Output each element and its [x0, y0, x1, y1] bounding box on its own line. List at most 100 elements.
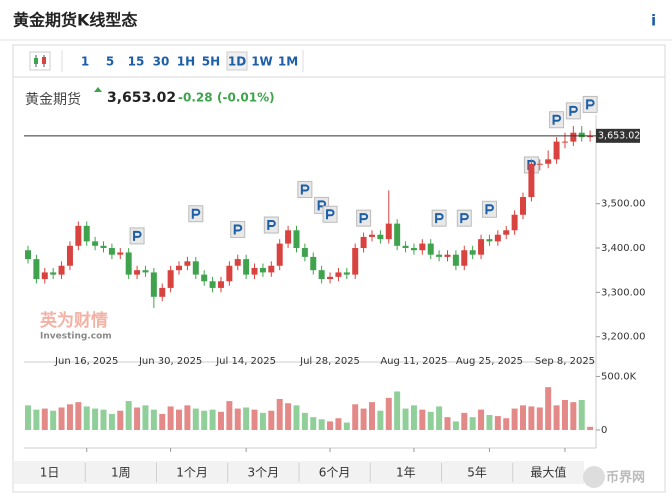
- volume-bar: [461, 412, 468, 430]
- candle-body: [234, 259, 241, 266]
- range-button[interactable]: 1个月: [176, 466, 208, 480]
- candle-body: [561, 141, 568, 143]
- candle-body: [259, 267, 266, 273]
- candle-body: [494, 234, 501, 242]
- volume-bar: [209, 409, 216, 430]
- candle-body: [251, 267, 258, 275]
- pattern-marker-glyph: [569, 105, 578, 116]
- volume-bar: [251, 409, 258, 430]
- interval-button[interactable]: 15: [128, 55, 145, 69]
- volume-bar: [561, 400, 568, 430]
- volume-bar: [402, 408, 409, 430]
- range-button[interactable]: 5年: [467, 466, 487, 480]
- candle-body: [192, 261, 199, 275]
- range-button[interactable]: 6个月: [319, 466, 351, 480]
- volume-bar: [108, 413, 115, 430]
- corner-logo: [583, 466, 605, 488]
- range-button[interactable]: 1日: [40, 466, 60, 480]
- interval-button[interactable]: 5: [106, 55, 114, 69]
- selected-interval: [226, 51, 248, 71]
- volume-bar: [33, 409, 40, 430]
- candle-body: [578, 132, 585, 138]
- candle-body: [478, 239, 485, 255]
- candle-body: [377, 234, 384, 240]
- interval-button[interactable]: 1M: [278, 55, 298, 69]
- pattern-marker-glyph: [485, 204, 494, 215]
- volume-bar: [192, 408, 199, 430]
- interval-button[interactable]: 1W: [251, 55, 273, 69]
- candle-body: [343, 272, 350, 275]
- legend-price: 3,653.02: [107, 90, 176, 106]
- volume-bar: [226, 401, 233, 430]
- candle-body: [150, 272, 157, 297]
- volume-bar: [285, 403, 292, 430]
- volume-bar: [452, 421, 459, 430]
- legend-name: 黄金期货: [25, 91, 81, 108]
- candle-body: [41, 272, 48, 280]
- volume-bar: [385, 397, 392, 430]
- volume-bar: [293, 405, 300, 430]
- volume-bar: [150, 409, 157, 430]
- candle-body: [528, 163, 535, 198]
- volume-bar: [343, 422, 350, 430]
- volume-bar: [41, 408, 48, 430]
- interval-button[interactable]: 1D: [228, 55, 246, 69]
- candle-body: [469, 250, 476, 255]
- y-tick-label: 3,400.00: [601, 243, 646, 254]
- candle-body: [436, 254, 443, 257]
- candle-body: [520, 197, 527, 215]
- info-icon[interactable]: i: [651, 12, 656, 30]
- candle-body: [159, 287, 166, 297]
- volume-bar: [100, 409, 107, 430]
- volume-bar: [520, 405, 527, 430]
- volume-bar: [410, 405, 417, 430]
- volume-bar: [327, 421, 334, 430]
- candle-body: [293, 230, 300, 249]
- candle-icon[interactable]: [29, 51, 51, 71]
- volume-bar: [511, 408, 518, 430]
- candle-body: [50, 272, 57, 275]
- volume-bar: [570, 402, 577, 430]
- corner-watermark: 币界网: [606, 470, 645, 486]
- range-button[interactable]: 1周: [111, 466, 131, 480]
- volume-bar: [184, 405, 191, 430]
- candle-body: [394, 223, 401, 246]
- candle-body: [402, 245, 409, 249]
- last-price-label: 3,653.02: [598, 130, 640, 141]
- candle-body: [486, 239, 493, 242]
- candle-body: [108, 248, 115, 255]
- volume-bar: [368, 402, 375, 430]
- interval-button[interactable]: 1H: [177, 55, 195, 69]
- interval-button[interactable]: 1: [81, 55, 89, 69]
- candle-body: [92, 241, 99, 246]
- volume-bar: [301, 412, 308, 430]
- range-button[interactable]: 3个月: [248, 466, 280, 480]
- candle-body: [33, 259, 40, 280]
- interval-button[interactable]: 30: [153, 55, 170, 69]
- candle-body: [268, 265, 275, 273]
- range-button[interactable]: 1年: [396, 466, 416, 480]
- candle-body: [503, 230, 510, 235]
- watermark-brand: 英为财情: [40, 310, 108, 331]
- volume-bar: [176, 409, 183, 430]
- candle-body: [511, 214, 518, 231]
- candle-body: [310, 256, 317, 271]
- volume-tick-label: 0: [601, 425, 607, 436]
- candle-body: [419, 243, 426, 251]
- range-button[interactable]: 最大值: [530, 465, 566, 480]
- x-tick-label: Aug 11, 2025: [380, 356, 447, 367]
- volume-bar: [318, 419, 325, 430]
- candle-body: [318, 270, 325, 280]
- pattern-marker-glyph: [133, 230, 142, 241]
- up-arrow: [94, 87, 102, 92]
- candle-body: [66, 245, 73, 266]
- volume-bar: [117, 410, 124, 430]
- candle-body: [75, 225, 82, 246]
- candle-body: [301, 248, 308, 257]
- toolbar: [12, 44, 666, 78]
- volume-bar: [243, 407, 250, 430]
- interval-button[interactable]: 5H: [202, 55, 220, 69]
- candle-body: [427, 243, 434, 255]
- volume-bar: [486, 415, 493, 430]
